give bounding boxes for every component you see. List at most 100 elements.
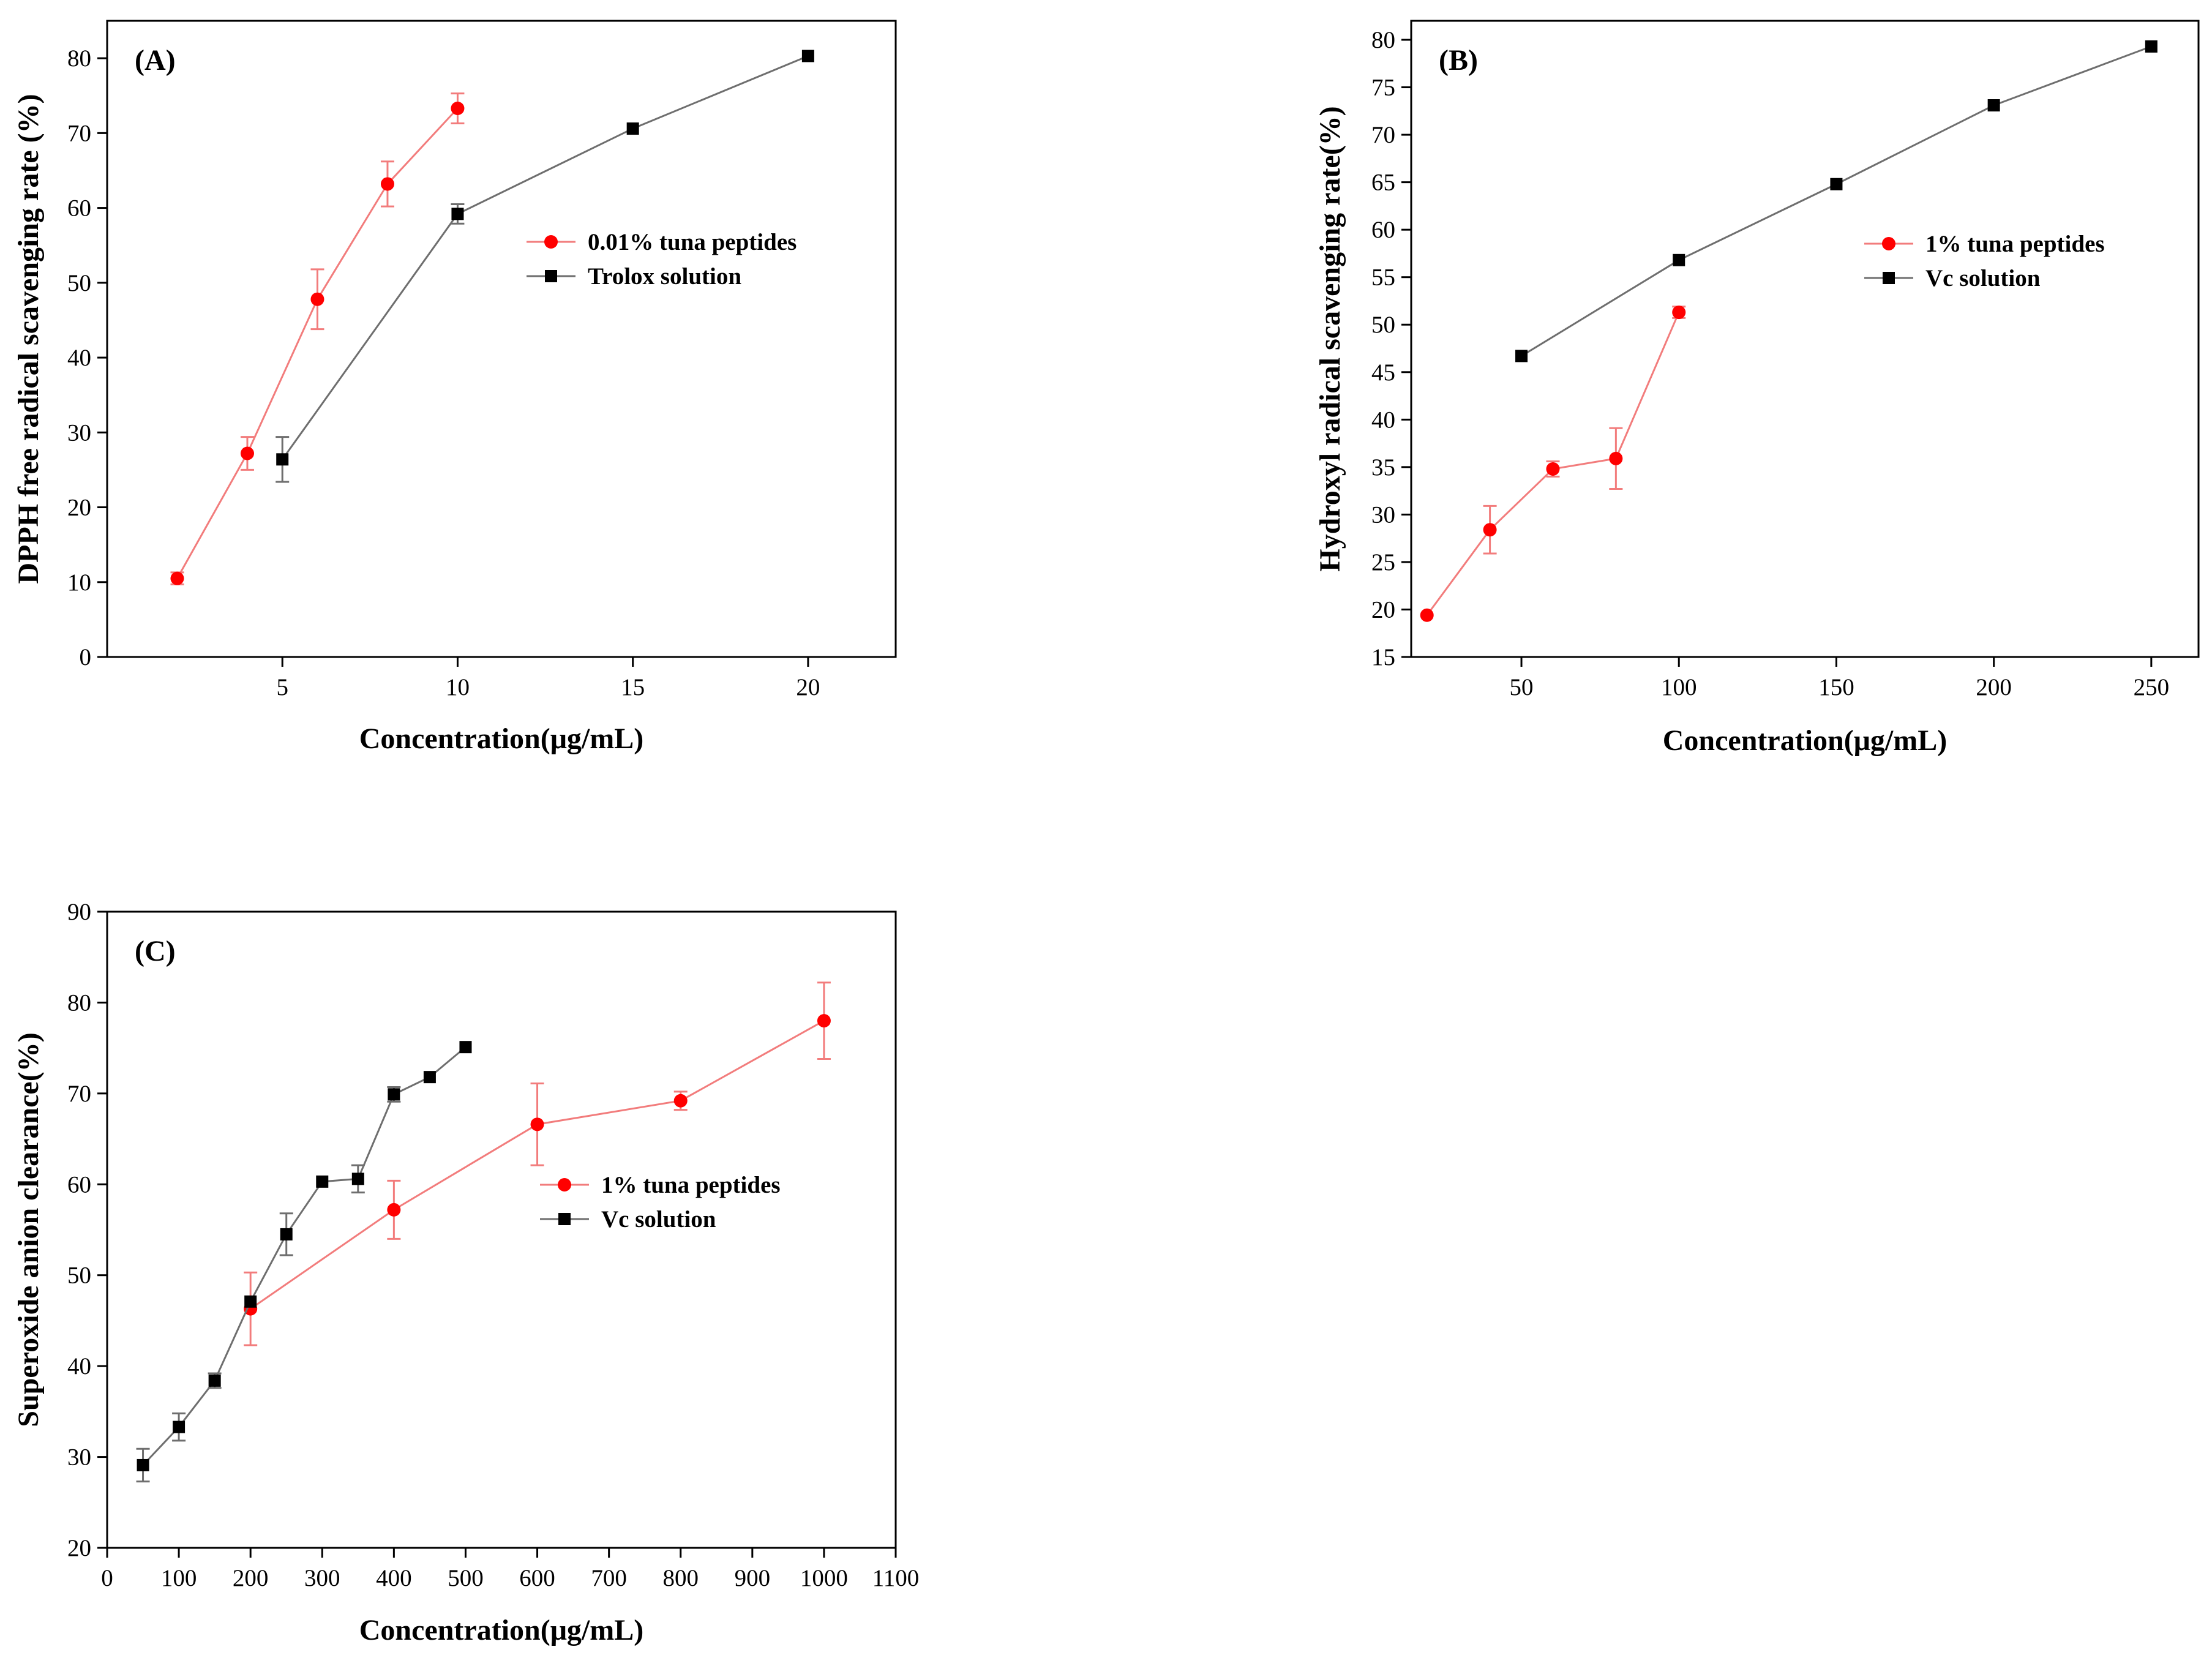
y-tick-label: 30 (67, 419, 91, 446)
x-tick-label: 5 (276, 674, 288, 700)
data-point (1987, 99, 2000, 112)
x-tick-label: 300 (304, 1565, 340, 1591)
legend: 1% tuna peptides Vc solution (540, 1172, 781, 1233)
y-tick-label: 50 (1371, 312, 1395, 338)
data-point (240, 446, 254, 460)
y-tick-label: 50 (67, 1263, 91, 1289)
data-point (626, 122, 639, 135)
y-tick-label: 70 (67, 120, 91, 146)
legend-marker (1882, 237, 1895, 250)
data-point (276, 453, 289, 466)
y-tick-label: 40 (67, 345, 91, 371)
y-tick-label: 25 (1371, 549, 1395, 576)
data-point (530, 1117, 544, 1131)
data-point (2145, 40, 2158, 53)
data-point (316, 1175, 329, 1188)
data-point (423, 1071, 436, 1084)
series-line (142, 1046, 467, 1466)
data-point (1483, 523, 1497, 537)
x-tick-label: 1000 (800, 1565, 848, 1591)
data-point (280, 1228, 293, 1240)
legend-label: 0.01% tuna peptides (588, 229, 797, 255)
y-tick-label: 55 (1371, 265, 1395, 291)
x-tick-label: 800 (662, 1565, 699, 1591)
data-point (351, 1173, 364, 1185)
y-tick-label: 60 (67, 195, 91, 222)
y-tick-label: 60 (67, 1171, 91, 1198)
y-axis-label: Superoxide anion clearance(%) (12, 1032, 45, 1427)
x-tick-label: 900 (735, 1565, 771, 1591)
data-point (817, 1014, 831, 1028)
y-tick-label: 40 (67, 1353, 91, 1379)
data-point (801, 50, 814, 62)
data-point (388, 1088, 400, 1101)
x-tick-label: 200 (1976, 674, 2012, 700)
series-line (176, 107, 459, 579)
legend-label: Vc solution (1925, 265, 2041, 291)
legend-marker (558, 1213, 571, 1225)
data-point (1672, 306, 1686, 320)
data-point (451, 102, 465, 116)
y-tick-label: 70 (1371, 122, 1395, 148)
series-line (282, 55, 809, 460)
chart-panel-2: 50 100 150 200 250 15 20 25 30 35 40 45 50 55 60 65 70 75… (1314, 20, 2200, 757)
y-tick-label: 75 (1371, 75, 1395, 101)
y-tick-label: 20 (1371, 596, 1395, 623)
x-axis-label: Concentration(μg/mL) (1663, 724, 1947, 757)
y-tick-label: 80 (1371, 27, 1395, 53)
x-tick-label: 10 (446, 674, 470, 700)
y-tick-label: 20 (67, 1535, 91, 1561)
series-line (1521, 45, 2152, 357)
panel-label: (B) (1439, 44, 1478, 77)
legend: 1% tuna peptides Vc solution (1864, 231, 2105, 291)
legend-label: 1% tuna peptides (601, 1172, 781, 1198)
data-point (173, 1420, 186, 1433)
x-tick-label: 100 (1661, 674, 1697, 700)
series-1 (1420, 306, 1686, 622)
y-tick-label: 80 (67, 45, 91, 72)
x-tick-label: 250 (2134, 674, 2170, 700)
plot-frame (106, 910, 897, 1549)
y-tick-label: 35 (1371, 454, 1395, 481)
data-point (1609, 451, 1623, 465)
data-point (137, 1458, 149, 1471)
y-tick-label: 40 (1371, 407, 1395, 433)
series-1 (170, 92, 465, 585)
x-tick-label: 20 (796, 674, 820, 700)
y-tick-label: 30 (1371, 501, 1395, 528)
legend-label: 1% tuna peptides (1925, 231, 2105, 257)
x-tick-label: 200 (233, 1565, 269, 1591)
y-tick-label: 10 (67, 569, 91, 596)
legend-marker (545, 270, 557, 282)
data-point (673, 1094, 688, 1108)
panel-label: (C) (135, 935, 176, 967)
legend-marker (544, 235, 558, 249)
y-tick-label: 65 (1371, 170, 1395, 196)
y-tick-label: 60 (1371, 217, 1395, 243)
series-2 (1515, 40, 2158, 362)
chart-panel-1: 5 10 15 20 0 10 20 30 40 50 60 70 80 Concentration(μg… (12, 20, 897, 755)
series-2 (276, 50, 814, 483)
x-tick-label: 15 (621, 674, 645, 700)
data-point (1420, 608, 1434, 622)
plot-frame (106, 20, 897, 658)
y-tick-label: 0 (80, 644, 92, 670)
y-axis-label: Hydroxyl radical scavenging rate(%) (1314, 106, 1346, 571)
data-point (1830, 178, 1843, 190)
y-tick-label: 50 (67, 270, 91, 296)
series-2 (136, 1041, 472, 1483)
y-tick-label: 90 (67, 899, 91, 925)
x-tick-label: 600 (519, 1565, 555, 1591)
y-tick-label: 15 (1371, 644, 1395, 670)
legend-marker (558, 1178, 571, 1192)
x-tick-label: 100 (161, 1565, 197, 1591)
y-tick-label: 20 (67, 495, 91, 521)
data-point (387, 1203, 401, 1217)
x-tick-label: 150 (1818, 674, 1854, 700)
plot-frame (1410, 20, 2200, 658)
x-axis-label: Concentration(μg/mL) (359, 1614, 643, 1646)
y-tick-label: 45 (1371, 359, 1395, 386)
data-point (244, 1295, 257, 1308)
data-point (380, 177, 394, 191)
chart-panel-3: 0 100 200 300 400 500 600 700 800 900 1000 1100 20 30… (12, 899, 919, 1646)
